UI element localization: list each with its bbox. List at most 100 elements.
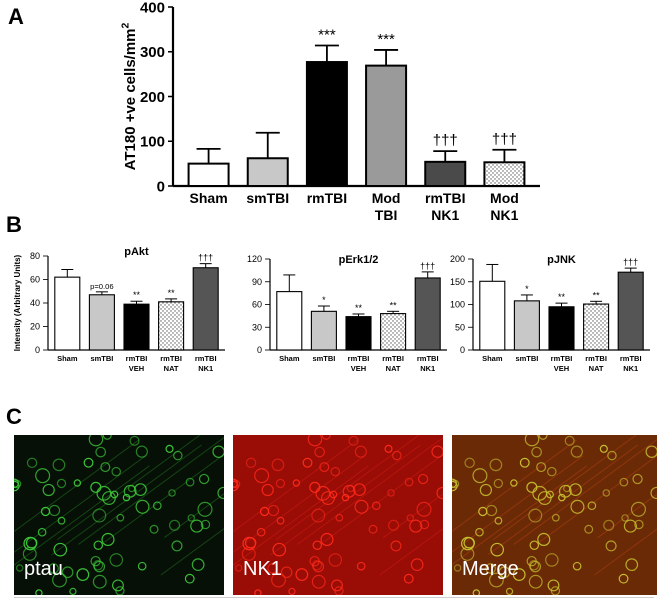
micrograph-fiber (233, 455, 366, 553)
micrograph-cell (271, 458, 285, 472)
micrograph-cell (630, 501, 646, 517)
micrograph-fiber (104, 453, 224, 543)
chart-3-category-label: Sham (482, 354, 503, 363)
chart-2-category-label: rmTBI (348, 354, 370, 363)
micrograph-cell (512, 568, 526, 582)
micrograph-cell (48, 504, 61, 517)
micrograph-label-nk1: NK1 (243, 558, 282, 580)
micrograph-cell (348, 435, 359, 446)
micrograph-cell (93, 540, 104, 550)
chart-0-y-axis-label-superscript: 2 (119, 22, 131, 28)
chart-3-category-label: rmTBI (551, 354, 573, 363)
micrograph-cell (112, 579, 124, 592)
chart-0-category-label: rmTBI (425, 190, 465, 206)
micrograph-cell (346, 484, 355, 493)
micrograph-cell (329, 490, 338, 499)
micrograph-cell (261, 483, 274, 497)
chart-0-category-label: TBI (375, 207, 398, 223)
chart-0-annotation: ††† (492, 131, 517, 148)
micrograph-cell (57, 516, 66, 525)
micrograph-cell (490, 542, 505, 557)
micrograph-fiber (163, 493, 224, 539)
micrograph-cell (546, 490, 554, 499)
chart-3-category-label: rmTBI (585, 354, 607, 363)
micrograph-cell (570, 499, 585, 514)
chart-1-category-label: VEH (129, 364, 144, 373)
chart-1-y-tick-label: 0 (35, 345, 40, 355)
micrograph-cell (26, 457, 38, 469)
micrograph-cell (406, 514, 415, 522)
micrograph-cell (498, 566, 511, 579)
micrograph-cell (190, 519, 204, 533)
micrograph-cell (584, 524, 594, 534)
micrograph-cell (510, 479, 518, 487)
micrograph-cell (528, 508, 543, 523)
micrograph-fiber (14, 439, 140, 533)
chart-0-bar (187, 162, 230, 187)
micrograph-fiber (593, 528, 657, 576)
micrograph-cell (149, 524, 159, 534)
micrograph-label-ptau: ptau (24, 558, 63, 580)
chart-0-annotation: ††† (433, 132, 458, 149)
micrograph-cell (463, 537, 475, 549)
micrograph-ptau-image (14, 435, 224, 595)
micrograph-cell (436, 486, 443, 500)
micrograph-cell (35, 589, 43, 595)
micrograph-cell (122, 493, 131, 502)
micrograph-ptau: ptau (14, 435, 224, 595)
micrograph-cell (93, 560, 106, 573)
micrograph-cell (538, 435, 548, 440)
chart-2-annotation: * (322, 295, 326, 305)
micrograph-cell (320, 532, 334, 546)
micrograph-cell (245, 457, 257, 469)
micrograph-fiber (78, 437, 224, 545)
micrograph-cell (101, 532, 115, 546)
chart-3-annotation: ††† (623, 257, 638, 267)
micrograph-cell (403, 573, 414, 584)
micrograph-cell (371, 501, 381, 511)
chart-2-annotation: ** (390, 300, 398, 310)
micrograph-cell (14, 478, 19, 489)
chart-0-y-tick-label: 100 (140, 134, 165, 151)
chart-1-category-label: rmTBI (160, 354, 182, 363)
micrograph-cell (529, 540, 540, 550)
micrograph-cell (280, 566, 293, 579)
micrograph-cell (254, 589, 262, 595)
chart-0-category-label: NK1 (490, 207, 518, 223)
micrograph-cell (198, 473, 210, 485)
chart-3-bar (617, 271, 644, 351)
micrograph-cell (61, 566, 74, 579)
micrograph-cell (256, 527, 266, 537)
micrograph-cell (547, 466, 557, 477)
micrograph-cell (528, 560, 540, 571)
micrograph-cell (621, 514, 629, 522)
chart-1-y-tick-label: 80 (30, 251, 40, 261)
micrograph-cell (76, 568, 90, 582)
micrograph-cell (314, 446, 326, 458)
micrograph-nk1: NK1 (233, 435, 443, 595)
micrograph-cell (173, 450, 183, 461)
micrograph-cell (111, 466, 122, 477)
micrograph-cell (56, 478, 67, 489)
micrograph-label-merge: Merge (462, 558, 519, 580)
chart-0-y-tick-label: 300 (140, 44, 165, 61)
panel-label-b: B (6, 212, 22, 237)
chart-2-category-label: NAT (386, 364, 401, 373)
micrograph-cell (431, 445, 443, 458)
chart-3-category-label: NAT (589, 364, 604, 373)
micrograph-cell (200, 519, 211, 530)
micrograph-fiber (379, 528, 443, 576)
micrograph-cell (464, 457, 475, 469)
micrograph-cell (187, 514, 196, 522)
micrograph-fiber (513, 438, 657, 545)
micrograph-cell (387, 489, 395, 497)
chart-2-category-label: Sham (279, 354, 300, 363)
micrograph-cell (416, 501, 432, 517)
micrograph-cell (564, 435, 575, 446)
micrograph-cell (302, 457, 313, 468)
micrograph-cell (233, 478, 238, 489)
micrograph-cell (319, 462, 330, 473)
chart-3-category-label: rmTBI (620, 354, 642, 363)
